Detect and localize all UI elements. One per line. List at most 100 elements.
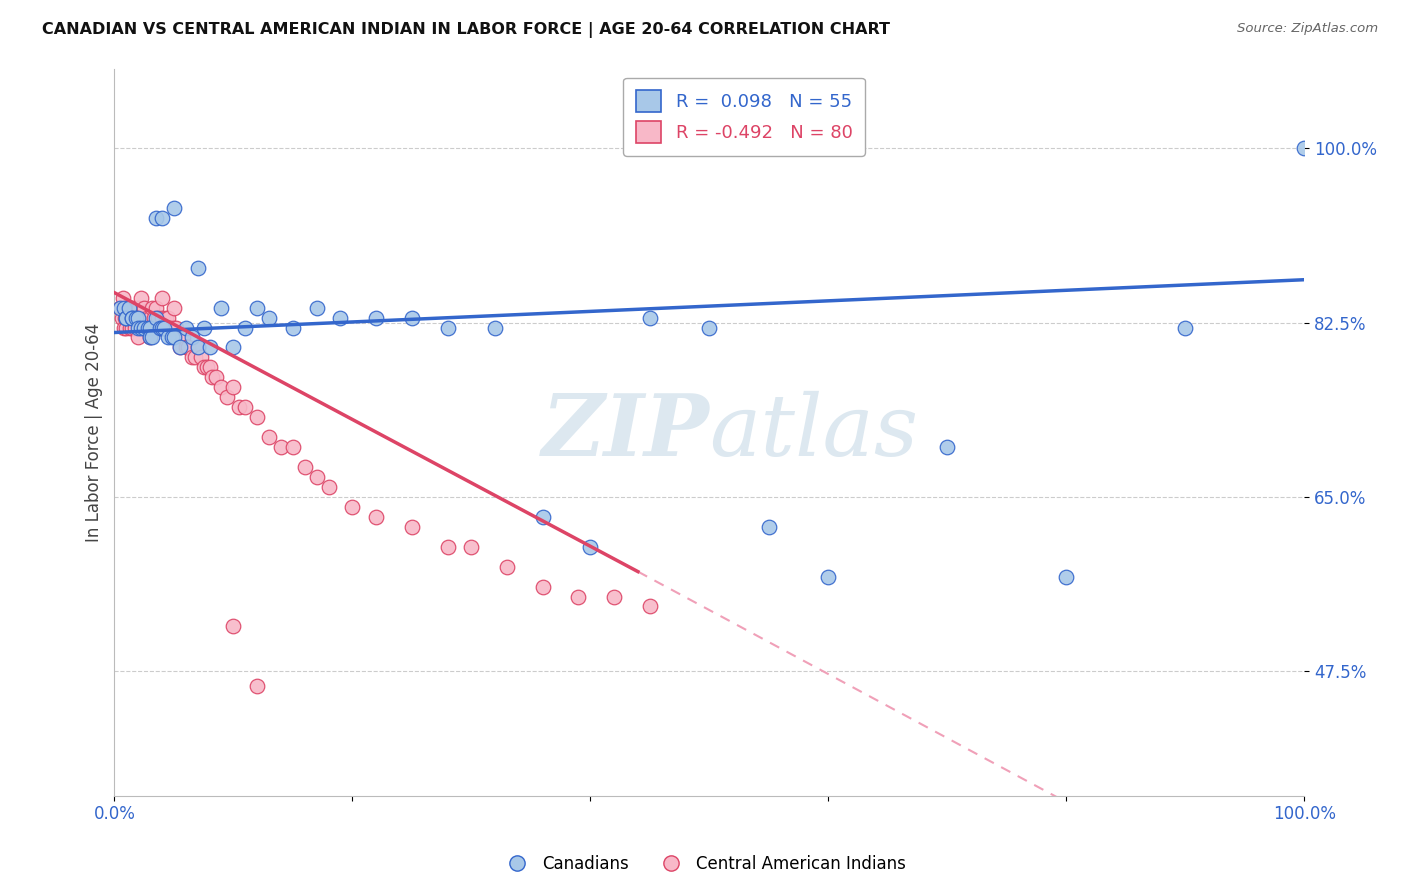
Point xyxy=(118,301,141,315)
Point xyxy=(638,599,661,614)
Point xyxy=(141,330,163,344)
Legend: Canadians, Central American Indians: Canadians, Central American Indians xyxy=(494,848,912,880)
Point xyxy=(436,540,458,554)
Point xyxy=(145,320,167,334)
Point xyxy=(163,301,186,315)
Point xyxy=(531,580,554,594)
Point xyxy=(128,301,150,315)
Point xyxy=(460,540,482,554)
Point xyxy=(153,320,176,334)
Point xyxy=(193,360,215,375)
Text: CANADIAN VS CENTRAL AMERICAN INDIAN IN LABOR FORCE | AGE 20-64 CORRELATION CHART: CANADIAN VS CENTRAL AMERICAN INDIAN IN L… xyxy=(42,22,890,38)
Point xyxy=(187,341,209,355)
Point xyxy=(142,310,165,325)
Point xyxy=(122,310,145,325)
Point xyxy=(257,310,280,325)
Point xyxy=(112,301,135,315)
Point xyxy=(111,291,134,305)
Point xyxy=(187,341,209,355)
Point xyxy=(129,291,152,305)
Point xyxy=(134,301,156,315)
Point xyxy=(112,320,135,334)
Text: ZIP: ZIP xyxy=(541,391,709,474)
Point xyxy=(366,310,388,325)
Point xyxy=(131,310,153,325)
Point xyxy=(124,320,146,334)
Point xyxy=(156,310,179,325)
Point xyxy=(145,301,167,315)
Point xyxy=(125,310,148,325)
Point xyxy=(198,360,221,375)
Point xyxy=(329,310,352,325)
Point xyxy=(121,301,143,315)
Point xyxy=(211,301,233,315)
Point xyxy=(127,310,149,325)
Point xyxy=(233,401,256,415)
Point xyxy=(149,320,172,334)
Point xyxy=(603,590,626,604)
Point xyxy=(174,320,197,334)
Point xyxy=(139,330,162,344)
Point xyxy=(342,500,364,514)
Point xyxy=(201,370,224,384)
Point xyxy=(579,540,602,554)
Point xyxy=(496,559,519,574)
Point xyxy=(169,341,191,355)
Point xyxy=(121,320,143,334)
Point xyxy=(150,291,173,305)
Point xyxy=(305,470,328,484)
Point xyxy=(150,310,173,325)
Point xyxy=(401,520,423,534)
Point xyxy=(139,320,162,334)
Point xyxy=(136,320,159,334)
Point xyxy=(110,310,132,325)
Point xyxy=(163,330,186,344)
Point xyxy=(233,320,256,334)
Point xyxy=(165,320,187,334)
Point xyxy=(270,440,292,454)
Point xyxy=(145,211,167,225)
Point xyxy=(436,320,458,334)
Point xyxy=(246,679,269,693)
Point xyxy=(246,410,269,425)
Point xyxy=(148,310,170,325)
Point xyxy=(115,310,138,325)
Point xyxy=(174,341,197,355)
Point xyxy=(134,320,156,334)
Point xyxy=(936,440,959,454)
Point xyxy=(246,301,269,315)
Point xyxy=(228,401,250,415)
Point xyxy=(127,310,149,325)
Point xyxy=(366,509,388,524)
Point xyxy=(150,211,173,225)
Point xyxy=(172,330,194,344)
Point xyxy=(169,341,191,355)
Point xyxy=(155,310,177,325)
Point xyxy=(184,351,207,365)
Point xyxy=(115,320,138,334)
Point xyxy=(129,320,152,334)
Point xyxy=(135,310,157,325)
Point xyxy=(222,380,245,394)
Point xyxy=(177,341,200,355)
Point xyxy=(110,301,132,315)
Point xyxy=(115,310,138,325)
Text: atlas: atlas xyxy=(709,391,918,474)
Point xyxy=(160,330,183,344)
Point xyxy=(125,310,148,325)
Point xyxy=(281,320,304,334)
Point xyxy=(204,370,226,384)
Point xyxy=(121,310,143,325)
Point xyxy=(156,330,179,344)
Point xyxy=(1174,320,1197,334)
Point xyxy=(139,310,162,325)
Point xyxy=(114,310,136,325)
Point xyxy=(163,320,186,334)
Point xyxy=(139,330,162,344)
Point xyxy=(136,320,159,334)
Point xyxy=(110,301,132,315)
Point xyxy=(118,301,141,315)
Point xyxy=(318,480,340,494)
Point xyxy=(153,320,176,334)
Point xyxy=(125,301,148,315)
